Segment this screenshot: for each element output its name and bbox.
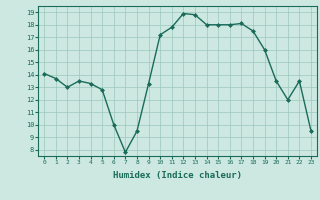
X-axis label: Humidex (Indice chaleur): Humidex (Indice chaleur) [113,171,242,180]
